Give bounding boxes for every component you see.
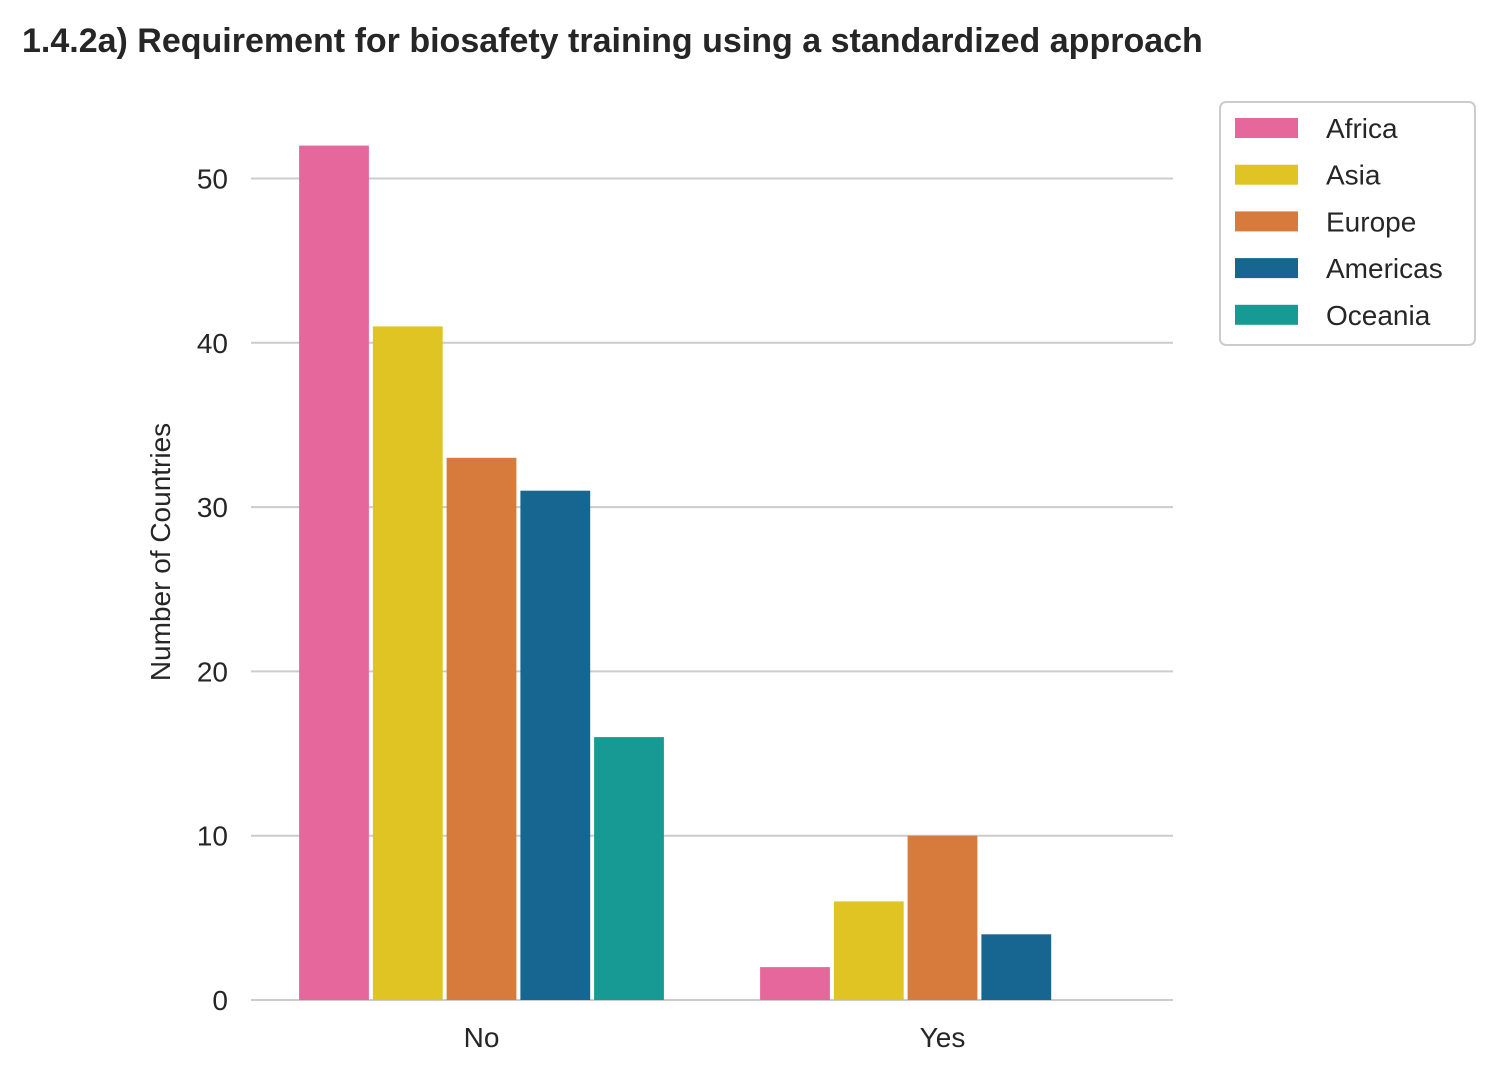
bar-asia-yes bbox=[833, 901, 904, 1000]
bar-europe-no bbox=[446, 457, 517, 1000]
y-tick-label-0: 0 bbox=[212, 985, 228, 1016]
legend-swatch-europe bbox=[1235, 211, 1298, 232]
legend-label-africa: Africa bbox=[1326, 113, 1398, 144]
bar-oceania-no bbox=[594, 737, 664, 1000]
legend-label-asia: Asia bbox=[1326, 160, 1381, 191]
y-axis-ticks: 0 10 20 30 40 50 bbox=[197, 164, 228, 1017]
legend: Africa Asia Europe Americas Oceania bbox=[1219, 101, 1476, 346]
bar-europe-yes bbox=[907, 835, 978, 1000]
x-tick-label-no: No bbox=[464, 1022, 500, 1053]
y-tick-label-20: 20 bbox=[197, 656, 228, 687]
bars bbox=[299, 145, 1052, 1001]
bar-americas-no bbox=[520, 490, 591, 1000]
legend-swatch-oceania bbox=[1235, 304, 1298, 325]
legend-label-americas: Americas bbox=[1326, 253, 1443, 284]
bar-africa-yes bbox=[760, 967, 830, 1000]
y-tick-label-40: 40 bbox=[197, 328, 228, 359]
legend-label-oceania: Oceania bbox=[1326, 300, 1431, 331]
legend-label-europe: Europe bbox=[1326, 206, 1416, 237]
bar-africa-no bbox=[299, 145, 369, 1001]
y-tick-label-50: 50 bbox=[197, 164, 228, 195]
legend-swatch-africa bbox=[1235, 118, 1298, 138]
x-axis-ticks: No Yes bbox=[464, 1022, 966, 1053]
x-tick-label-yes: Yes bbox=[920, 1022, 966, 1053]
chart-title: 1.4.2a) Requirement for biosafety traini… bbox=[22, 22, 1203, 60]
legend-swatch-asia bbox=[1235, 164, 1298, 185]
y-tick-label-30: 30 bbox=[197, 492, 228, 523]
bar-americas-yes bbox=[981, 934, 1052, 1000]
y-axis-label: Number of Countries bbox=[145, 423, 176, 681]
y-tick-label-10: 10 bbox=[197, 821, 228, 852]
legend-frame bbox=[1219, 101, 1476, 346]
bar-asia-no bbox=[372, 326, 443, 1000]
legend-swatch-americas bbox=[1235, 258, 1298, 279]
